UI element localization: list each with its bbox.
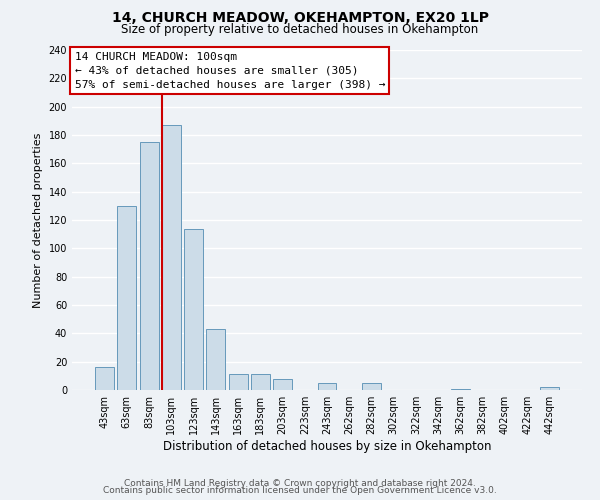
- Y-axis label: Number of detached properties: Number of detached properties: [33, 132, 43, 308]
- Bar: [140, 142, 158, 390]
- Text: 14 CHURCH MEADOW: 100sqm
← 43% of detached houses are smaller (305)
57% of semi-: 14 CHURCH MEADOW: 100sqm ← 43% of detach…: [74, 52, 385, 90]
- Bar: [540, 387, 559, 390]
- Bar: [451, 388, 470, 390]
- Text: Contains HM Land Registry data © Crown copyright and database right 2024.: Contains HM Land Registry data © Crown c…: [124, 478, 476, 488]
- Bar: [162, 125, 181, 390]
- Bar: [317, 383, 337, 390]
- Bar: [95, 368, 114, 390]
- Bar: [273, 378, 292, 390]
- Bar: [362, 383, 381, 390]
- X-axis label: Distribution of detached houses by size in Okehampton: Distribution of detached houses by size …: [163, 440, 491, 453]
- Bar: [184, 228, 203, 390]
- Bar: [229, 374, 248, 390]
- Text: Contains public sector information licensed under the Open Government Licence v3: Contains public sector information licen…: [103, 486, 497, 495]
- Bar: [118, 206, 136, 390]
- Bar: [206, 329, 225, 390]
- Text: Size of property relative to detached houses in Okehampton: Size of property relative to detached ho…: [121, 22, 479, 36]
- Text: 14, CHURCH MEADOW, OKEHAMPTON, EX20 1LP: 14, CHURCH MEADOW, OKEHAMPTON, EX20 1LP: [112, 11, 488, 25]
- Bar: [251, 374, 270, 390]
